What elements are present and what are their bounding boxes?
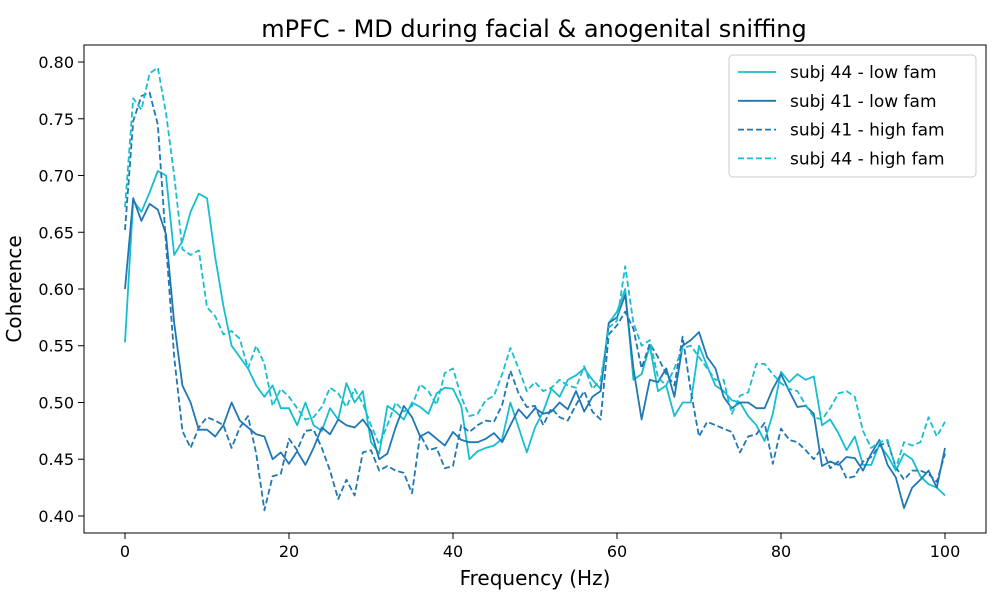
legend-label: subj 41 - low fam — [790, 92, 937, 112]
legend-label: subj 44 - low fam — [790, 63, 937, 83]
legend: subj 44 - low fam subj 41 - low fam subj 4… — [728, 54, 977, 178]
series-line-4 — [124, 66, 946, 470]
y-tick-label: 0.45 — [38, 450, 74, 469]
x-tick-label: 60 — [607, 542, 627, 561]
series-line-3 — [124, 91, 946, 512]
y-tick-label: 0.80 — [38, 53, 74, 72]
series-layer — [124, 66, 946, 512]
y-tick-label: 0.75 — [38, 110, 74, 129]
y-tick-label: 0.40 — [38, 507, 74, 526]
y-axis: 0.40 0.45 0.50 0.55 0.60 0.65 0.70 0.75 0.80 — [38, 53, 84, 526]
y-tick-label: 0.50 — [38, 393, 74, 412]
x-tick-label: 0 — [120, 542, 130, 561]
x-tick-label: 20 — [279, 542, 299, 561]
x-axis-title: Frequency (Hz) — [460, 566, 611, 590]
series-line-1 — [124, 170, 946, 497]
y-tick-label: 0.70 — [38, 167, 74, 186]
legend-label: subj 44 - high fam — [790, 149, 945, 169]
y-tick-label: 0.55 — [38, 337, 74, 356]
x-axis: 0 20 40 60 80 100 — [120, 533, 960, 561]
legend-box — [728, 54, 977, 178]
legend-label: subj 41 - high fam — [790, 121, 945, 141]
y-tick-label: 0.60 — [38, 280, 74, 299]
plot-area — [83, 44, 987, 534]
chart-title: mPFC - MD during facial & anogenital sni… — [261, 15, 807, 43]
y-axis-title: Coherence — [2, 235, 26, 342]
x-tick-label: 100 — [930, 542, 961, 561]
x-tick-label: 40 — [443, 542, 463, 561]
x-tick-label: 80 — [771, 542, 791, 561]
y-tick-label: 0.65 — [38, 223, 74, 242]
